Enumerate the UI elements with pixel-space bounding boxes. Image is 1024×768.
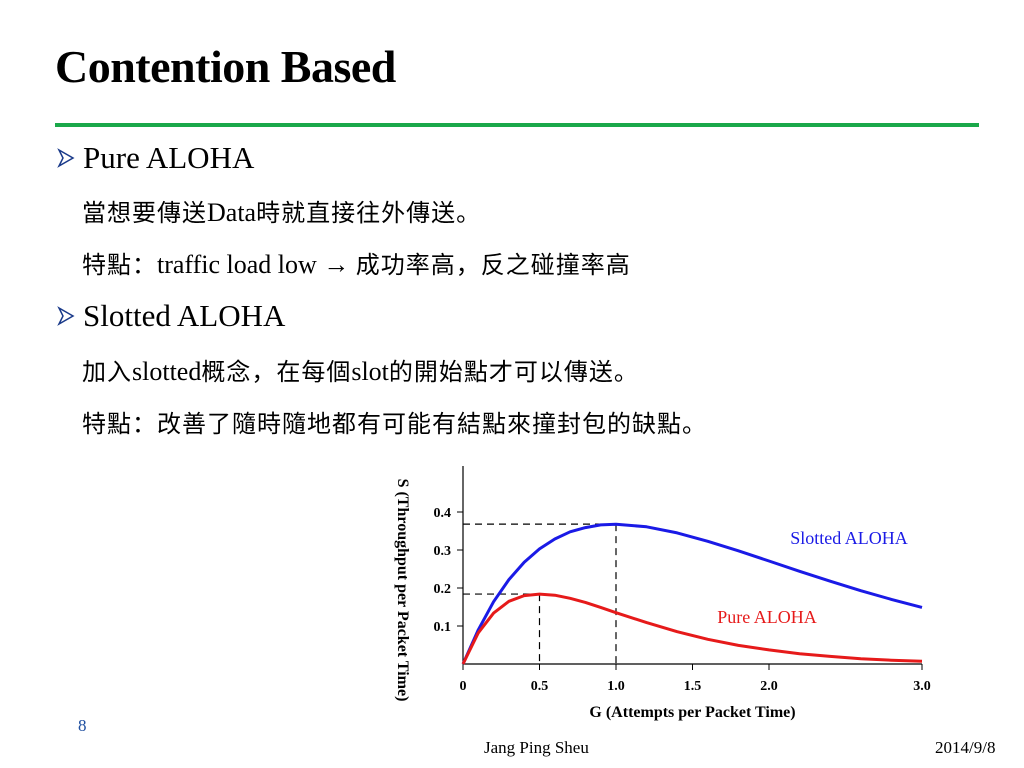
bullet-heading: Pure ALOHA xyxy=(83,140,255,175)
pure-aloha-label: Pure ALOHA xyxy=(717,607,817,627)
x-tick-label: 1.5 xyxy=(684,679,702,694)
text-fragment: 特點：改善了隨時隨地都有可能有結點來撞封包的缺點。 xyxy=(82,410,707,438)
x-tick-label: 1.0 xyxy=(607,679,625,694)
text-fragment: 加入 xyxy=(82,358,132,386)
text-fragment: slotted xyxy=(132,357,202,386)
arrowhead-bullet-icon xyxy=(57,148,75,168)
text-fragment: 特點： xyxy=(82,251,157,279)
text-fragment: Data xyxy=(207,198,257,227)
y-axis-label: S (Throughput per Packet Time) xyxy=(394,479,411,702)
arrowhead-bullet-icon xyxy=(57,306,75,326)
pure-aloha-line xyxy=(461,592,923,665)
bullet-slotted-aloha: Slotted ALOHA xyxy=(55,298,285,334)
text-fragment: traffic load low → xyxy=(157,250,356,279)
text-fragment: 的開始點才可以傳送。 xyxy=(388,358,639,386)
chart-labels: 0.1 0.2 0.3 0.4 0 0.5 1.0 1.5 2.0 3.0 G (Attempts … xyxy=(394,479,931,721)
y-tick-label: 0.2 xyxy=(434,582,452,597)
text-fragment: 成功率高，反之碰撞率高 xyxy=(355,251,631,279)
y-tick-label: 0.4 xyxy=(434,506,452,521)
x-tick-label: 3.0 xyxy=(913,679,931,694)
bullet-heading: Slotted ALOHA xyxy=(83,298,286,333)
y-tick-label: 0.1 xyxy=(434,620,452,635)
text-fragment: 當想要傳送 xyxy=(82,199,207,227)
title-divider xyxy=(55,123,979,127)
footer-author: Jang Ping Sheu xyxy=(484,738,589,757)
chart-series xyxy=(461,522,923,665)
slide-title: Contention Based xyxy=(55,41,396,92)
bullet-pure-aloha: Pure ALOHA xyxy=(55,140,254,176)
y-tick-label: 0.3 xyxy=(434,544,452,559)
slotted-aloha-line xyxy=(461,522,923,665)
footer-date: 2014/9/8 xyxy=(935,738,996,757)
pure-aloha-feature: 特點：traffic load low → 成功率高，反之碰撞率高 xyxy=(82,245,631,280)
x-axis-label: G (Attempts per Packet Time) xyxy=(589,704,795,721)
page-number: 8 xyxy=(78,716,87,735)
x-tick-label: 2.0 xyxy=(760,679,778,694)
text-fragment: 時就直接往外傳送。 xyxy=(256,199,482,227)
pure-aloha-desc: 當想要傳送Data時就直接往外傳送。 xyxy=(82,193,481,228)
chart-axes xyxy=(457,466,923,670)
x-tick-label: 0.5 xyxy=(531,679,549,694)
slotted-aloha-label: Slotted ALOHA xyxy=(790,528,908,548)
slotted-aloha-feature: 特點：改善了隨時隨地都有可能有結點來撞封包的缺點。 xyxy=(82,404,707,439)
slotted-aloha-desc: 加入slotted概念，在每個slot的開始點才可以傳送。 xyxy=(82,352,639,387)
text-fragment: slot xyxy=(351,357,389,386)
text-fragment: 概念，在每個 xyxy=(201,358,352,386)
x-tick-label: 0 xyxy=(460,679,467,694)
